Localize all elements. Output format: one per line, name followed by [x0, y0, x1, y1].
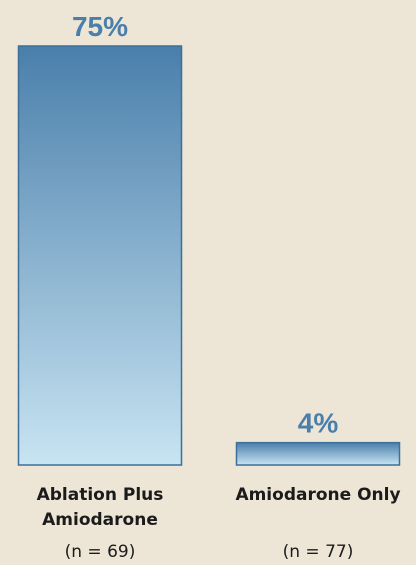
sample-size-label-1: (n = 69)	[65, 542, 136, 562]
value-label-1: 75%	[72, 11, 128, 42]
bar-1	[19, 46, 182, 465]
sample-size-label-2: (n = 77)	[283, 542, 354, 562]
bar-2	[237, 443, 400, 465]
category-label-1-line-1: Ablation Plus	[37, 485, 164, 505]
category-label-2-line-1: Amiodarone Only	[235, 485, 400, 505]
value-label-2: 4%	[298, 408, 339, 439]
category-label-1-line-2: Amiodarone	[42, 510, 158, 530]
